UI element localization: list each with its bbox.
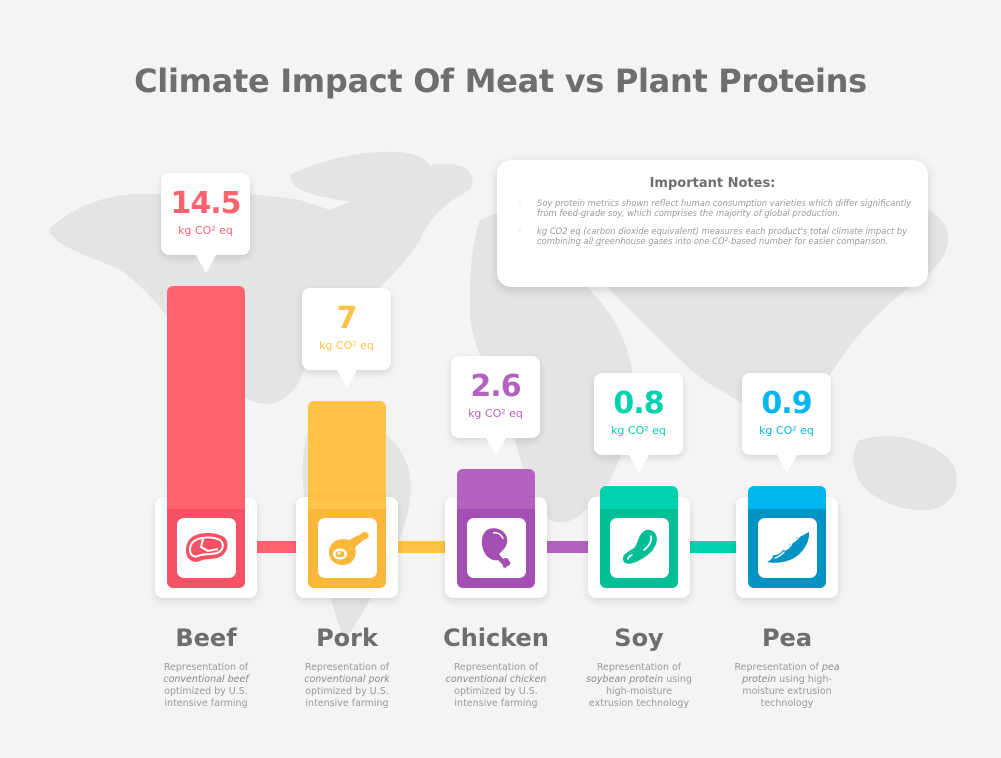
value-label: 0.8	[613, 386, 664, 421]
connector-pork-chicken	[398, 541, 445, 553]
value-label: 14.5	[170, 186, 241, 221]
unit-label: kg CO² eq	[468, 407, 523, 420]
description-chicken: Representation of conventional chicken o…	[445, 662, 547, 709]
category-label-chicken: Chicken	[443, 624, 549, 652]
bar-cap-pea	[748, 497, 826, 509]
card-inner-pork	[308, 509, 386, 588]
connector-chicken-soy	[547, 541, 588, 553]
ham-leg-icon	[318, 518, 377, 578]
card-inner-chicken	[457, 509, 535, 588]
note-item: ◦ Soy protein metrics shown reflect human…	[517, 198, 912, 218]
card-inner-beef	[167, 509, 245, 588]
australia-shape	[853, 436, 958, 511]
value-bubble-pork: 7 kg CO² eq	[302, 288, 391, 389]
value-bubble-chicken: 2.6 kg CO² eq	[451, 356, 540, 456]
important-notes-box: Important Notes: ◦ Soy protein metrics sh…	[497, 160, 928, 287]
page-title: Climate Impact Of Meat vs Plant Proteins	[134, 62, 867, 100]
bar-cap-pork	[308, 497, 386, 509]
category-label-pork: Pork	[316, 624, 378, 652]
bar-beef	[167, 286, 245, 521]
bar-cap-chicken	[457, 497, 535, 509]
card-soy	[588, 497, 690, 598]
value-label: 0.9	[761, 386, 812, 421]
notes-title: Important Notes:	[649, 176, 776, 191]
card-pork	[296, 497, 398, 598]
unit-label: kg CO² eq	[319, 339, 374, 353]
soybean-icon	[610, 518, 669, 578]
card-inner-soy	[600, 509, 678, 588]
description-pork: Representation of conventional pork opti…	[304, 662, 390, 709]
bullet-icon: ◦	[517, 198, 522, 208]
description-soy: Representation of soybean protein using …	[586, 662, 692, 709]
unit-label: kg CO² eq	[611, 424, 666, 437]
description-beef: Representation of conventional beef opti…	[163, 662, 249, 709]
category-label-beef: Beef	[175, 624, 237, 652]
value-label: 7	[336, 301, 358, 337]
card-pea	[736, 497, 838, 598]
pea-pod-icon	[758, 518, 817, 578]
card-beef	[155, 497, 257, 598]
connector-beef-pork	[257, 541, 296, 553]
unit-label: kg CO² eq	[178, 224, 233, 237]
category-label-soy: Soy	[614, 624, 664, 652]
value-bubble-soy: 0.8 kg CO² eq	[594, 373, 683, 473]
note-item: ◦ kg CO2 eq (carbon dioxide equivalent) m…	[517, 226, 908, 246]
notes-list: ◦ Soy protein metrics shown reflect human…	[517, 198, 912, 254]
greenland-shape	[290, 151, 431, 202]
value-bubble-beef: 14.5 kg CO² eq	[161, 173, 250, 273]
north-america-shape	[48, 163, 473, 404]
chicken-drumstick-icon	[467, 518, 526, 578]
connector-soy-pea	[690, 541, 736, 553]
bullet-icon: ◦	[517, 226, 522, 236]
steak-icon	[177, 518, 236, 578]
bar-cap-beef	[167, 497, 245, 509]
unit-label: kg CO² eq	[759, 424, 814, 437]
bar-cap-soy	[600, 497, 678, 509]
card-inner-pea	[748, 509, 826, 588]
value-label: 2.6	[470, 369, 521, 404]
card-chicken	[445, 497, 547, 598]
description-pea: Representation of pea protein using high…	[734, 662, 840, 709]
category-label-pea: Pea	[761, 624, 813, 652]
value-bubble-pea: 0.9 kg CO² eq	[742, 373, 831, 473]
